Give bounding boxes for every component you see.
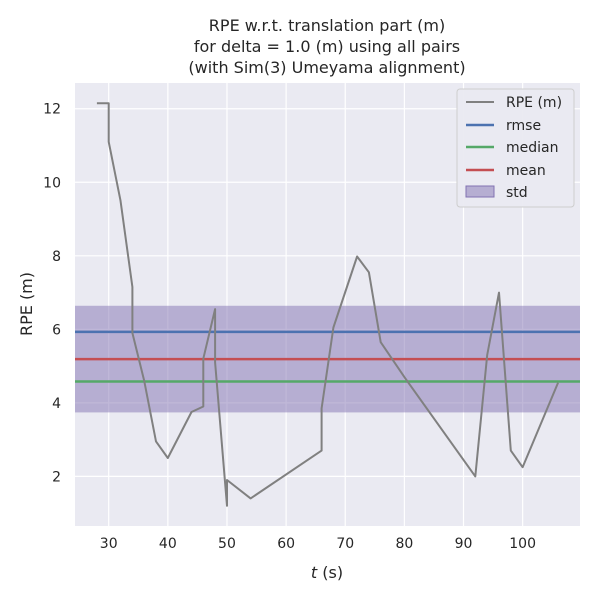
- x-tick-label: 60: [277, 536, 295, 552]
- statistic-lines: [75, 330, 580, 383]
- rpe-series-line: [96, 102, 560, 507]
- x-tick-label: 100: [509, 536, 536, 552]
- legend-frame: [456, 88, 575, 208]
- chart-title: RPE w.r.t. translation part (m) for delt…: [188, 16, 465, 77]
- legend-swatch-std: [465, 185, 495, 198]
- y-axis-label: RPE (m): [17, 272, 36, 336]
- legend-label-rmse: rmse: [506, 118, 541, 134]
- x-tick-label: 80: [395, 536, 413, 552]
- y-tick-label: 6: [52, 322, 61, 338]
- title-line-1: RPE w.r.t. translation part (m): [209, 16, 445, 35]
- x-tick-label: 90: [455, 536, 473, 552]
- y-tick-label: 4: [52, 396, 61, 412]
- series-layer: [96, 102, 560, 507]
- legend-label-mean: mean: [506, 163, 546, 179]
- y-tick-label: 8: [52, 249, 61, 265]
- x-tick-label: 70: [336, 536, 354, 552]
- x-tick-label: 40: [159, 536, 177, 552]
- x-axis-label: t (s): [311, 563, 343, 582]
- x-tick-label: 50: [218, 536, 236, 552]
- y-tick-label: 12: [43, 102, 61, 118]
- title-line-3: (with Sim(3) Umeyama alignment): [188, 58, 465, 77]
- y-tick-labels: 2 4 6 8 10 12: [43, 102, 61, 486]
- x-axis-label-var: t: [311, 563, 318, 582]
- title-line-2: for delta = 1.0 (m) using all pairs: [194, 37, 460, 56]
- legend-label-std: std: [506, 185, 528, 201]
- legend: RPE (m) rmse median mean std: [456, 88, 575, 208]
- y-tick-label: 10: [43, 175, 61, 191]
- legend-label-rpe: RPE (m): [506, 95, 562, 111]
- x-axis-label-unit: (s): [317, 563, 343, 582]
- x-tick-label: 30: [100, 536, 118, 552]
- legend-label-median: median: [506, 140, 558, 156]
- x-tick-labels: 30 40 50 60 70 80 90 100: [100, 536, 536, 552]
- y-tick-label: 2: [52, 469, 61, 485]
